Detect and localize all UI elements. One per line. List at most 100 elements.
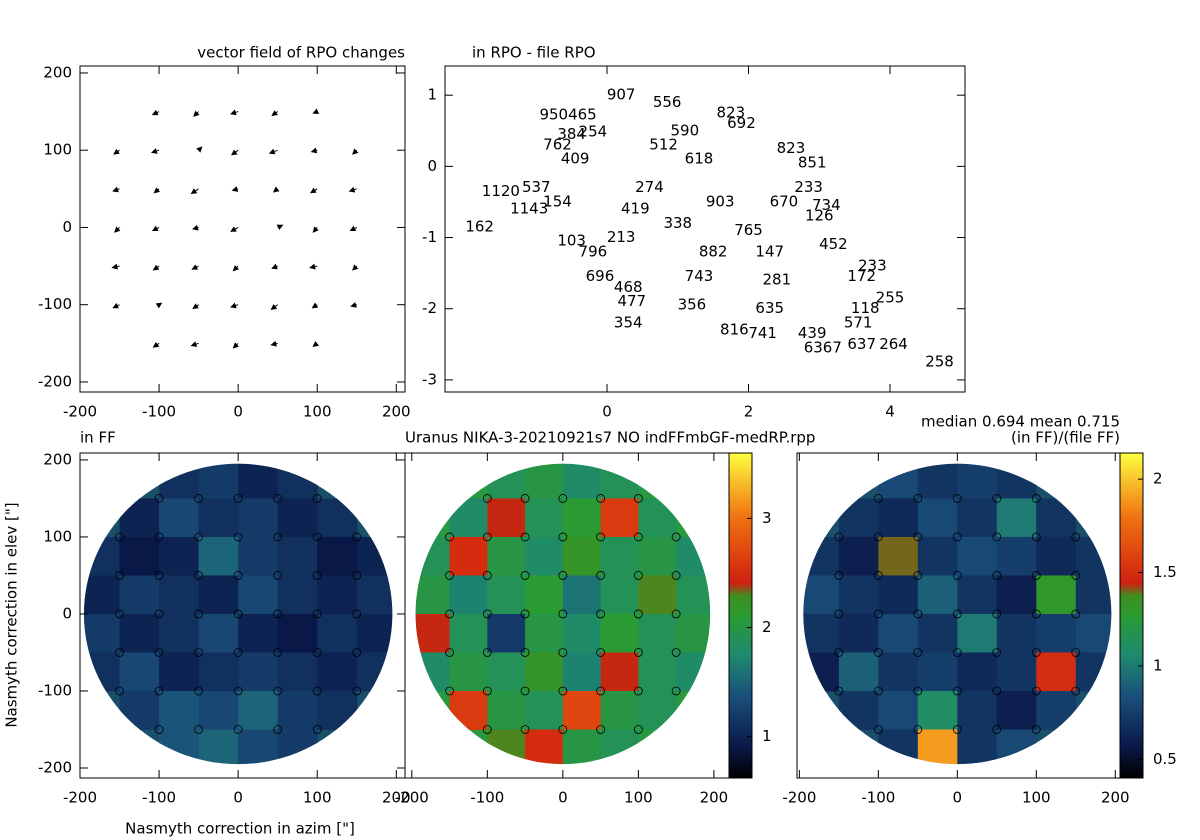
heat-cell (957, 463, 998, 499)
point-label: 6367 (804, 338, 842, 356)
detector (154, 648, 164, 657)
point-label: 741 (748, 324, 777, 342)
heat-cell (525, 575, 564, 615)
y-tick-label: -200 (38, 372, 72, 390)
y-tick-label: -200 (38, 758, 72, 776)
detector (352, 648, 362, 657)
detector (273, 571, 283, 580)
heat-cell (838, 575, 879, 615)
heat-cell (238, 613, 279, 653)
vector-arrow (276, 224, 284, 231)
heat-cell (917, 498, 958, 538)
detector (312, 532, 322, 542)
detector (233, 609, 243, 619)
vector-arrow (232, 342, 240, 349)
x-tick-label: 100 (303, 789, 332, 807)
detector (558, 571, 568, 580)
x-tick-label: -100 (142, 789, 176, 807)
heat-cell (159, 613, 200, 653)
detector (482, 494, 492, 503)
heat-cell (638, 652, 677, 692)
vector-arrow (310, 147, 318, 154)
heat-cell (676, 613, 711, 653)
detector (312, 609, 322, 619)
axes-frame (796, 452, 1121, 779)
detector (482, 532, 492, 542)
detector (194, 571, 204, 580)
heat-cell (878, 575, 919, 615)
detector (913, 532, 923, 542)
x-tick-label: -200 (395, 789, 429, 807)
detector (671, 648, 681, 657)
y-axis-label: Nasmyth correction in elev ["] (3, 502, 21, 727)
point-label: 823 (777, 139, 806, 157)
detector (1031, 686, 1041, 696)
detector (834, 532, 844, 542)
detector (273, 532, 283, 542)
vector-arrow (193, 110, 200, 117)
heat-cell (996, 575, 1037, 615)
detector (445, 648, 454, 657)
point-label: 816 (720, 321, 749, 339)
detector (154, 494, 164, 503)
point-label: 172 (847, 267, 876, 285)
heat-cell (638, 575, 677, 615)
x-tick-label: -200 (782, 789, 816, 807)
detector (520, 648, 530, 657)
heat-cell (878, 498, 919, 538)
heat-cell (803, 613, 840, 653)
point-label: 274 (635, 178, 664, 196)
heat-cell (119, 575, 160, 615)
colorbar-tick-label: 0.5 (1153, 750, 1177, 768)
vector-arrow (230, 226, 239, 232)
y-tick-label: -100 (38, 295, 72, 313)
panel-title: in FF (80, 429, 116, 447)
heat-cell (449, 613, 488, 653)
panel-title: (in FF)/(file FF) (1011, 429, 1120, 447)
detector (352, 686, 362, 696)
detector (671, 571, 681, 580)
point-label: 147 (755, 242, 784, 260)
detector (992, 725, 1002, 734)
point-label: 281 (762, 271, 791, 289)
y-tick-label: 100 (43, 527, 72, 545)
point-label: 419 (621, 200, 650, 218)
x-tick-label: -200 (63, 789, 97, 807)
heat-cell (487, 690, 526, 730)
heat-cell (277, 613, 318, 653)
detector (873, 648, 883, 657)
detector (558, 686, 568, 696)
heat-cell (957, 498, 998, 538)
vector-arrow (190, 341, 199, 347)
detector (633, 725, 643, 734)
detector (312, 686, 322, 696)
detector (952, 648, 962, 657)
detector (1071, 532, 1081, 542)
point-label: 356 (678, 296, 707, 314)
vector-arrow (153, 187, 161, 194)
heat-cell (1036, 613, 1077, 653)
panel: -200 -100 0 100 200 -200 -100 0 100 200 (38, 450, 411, 806)
vector-arrow (311, 302, 319, 309)
heat-cell (449, 575, 488, 615)
heat-cell (238, 575, 279, 615)
heat-cell (957, 575, 998, 615)
x-tick-label: 0 (233, 403, 243, 421)
panel-subtitle: median 0.694 mean 0.715 (921, 413, 1120, 431)
colorbar (1120, 453, 1143, 778)
point-label: 692 (727, 114, 756, 132)
heat-cell (525, 536, 564, 576)
vector-arrow (348, 186, 357, 193)
heat-cell (159, 652, 200, 692)
detector (558, 609, 568, 619)
heat-cell (562, 498, 602, 538)
x-tick-label: 200 (382, 789, 411, 807)
x-tick-label: -100 (142, 403, 176, 421)
heat-cell (198, 652, 239, 692)
y-tick-label: -2 (422, 299, 437, 317)
heat-cell (600, 498, 639, 538)
detector (992, 609, 1002, 619)
vector-arrow (192, 303, 199, 310)
vector-arrow (192, 224, 199, 231)
